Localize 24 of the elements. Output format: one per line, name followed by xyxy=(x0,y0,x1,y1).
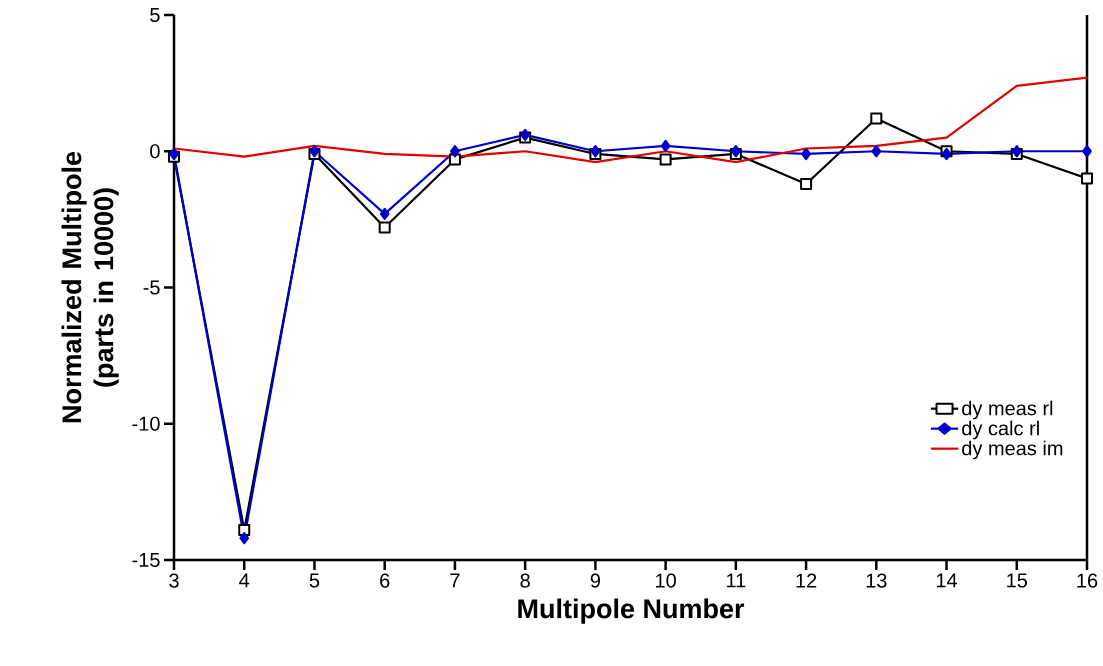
y-tick-label: -15 xyxy=(132,553,160,567)
x-tick-label: 5 xyxy=(309,573,320,588)
legend-label: dy calc rl xyxy=(962,420,1039,440)
x-tick-label: 6 xyxy=(380,573,390,588)
x-tick-label: 15 xyxy=(1007,573,1028,588)
x-tick-label: 13 xyxy=(866,573,887,588)
x-tick-label: 4 xyxy=(239,573,250,588)
x-tick-label: 16 xyxy=(1077,573,1098,588)
x-tick-label: 8 xyxy=(520,573,530,588)
y-tick-label: -10 xyxy=(132,416,160,431)
x-tick-label: 10 xyxy=(656,573,676,588)
legend-label: dy meas im xyxy=(962,440,1063,460)
x-tick-label: 3 xyxy=(169,573,179,588)
x-tick-label: 11 xyxy=(726,573,746,588)
y-tick-label: -5 xyxy=(143,280,160,295)
legend-label: dy meas rl xyxy=(962,400,1053,420)
x-tick-label: 14 xyxy=(936,573,958,588)
y-tick-label: 0 xyxy=(150,144,160,159)
x-tick-label: 12 xyxy=(796,573,817,588)
y-tick-label: 5 xyxy=(150,8,160,22)
x-tick-label: 9 xyxy=(590,573,601,588)
y-axis-title: Normalized Multipole (parts in 10000) xyxy=(61,151,119,423)
x-tick-label: 7 xyxy=(450,573,460,588)
x-axis-title: Multipole Number xyxy=(518,598,745,624)
